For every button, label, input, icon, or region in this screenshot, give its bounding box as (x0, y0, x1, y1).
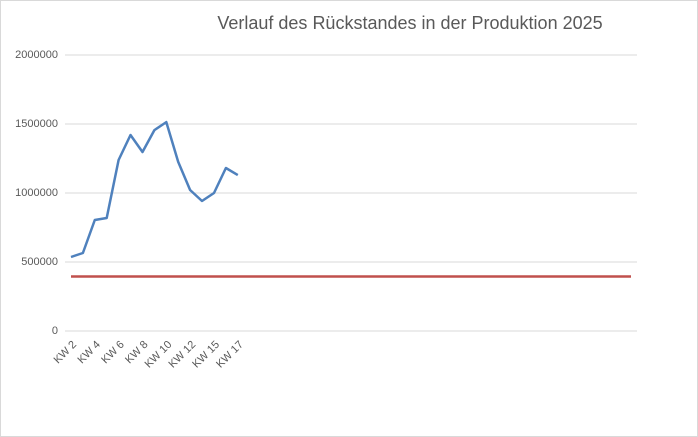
chart-title: Verlauf des Rückstandes in der Produktio… (217, 13, 602, 33)
y-tick-label: 2000000 (15, 49, 58, 61)
y-tick-label: 1500000 (15, 118, 58, 130)
y-tick-label: 1000000 (15, 187, 58, 199)
y-tick-label: 0 (52, 325, 58, 337)
series-line (70, 120, 239, 259)
y-tick-label: 500000 (21, 256, 58, 268)
